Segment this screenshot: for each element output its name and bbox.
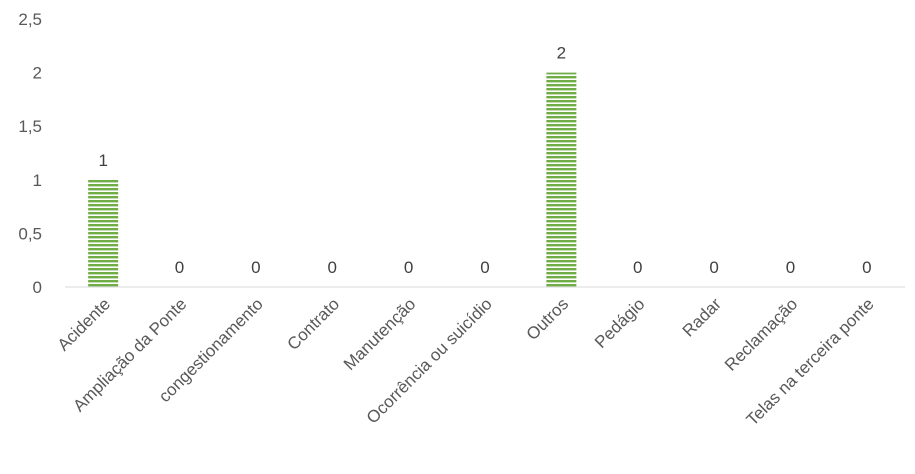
x-tick-label: Reclamação (721, 294, 801, 374)
y-tick-label: 0 (33, 278, 42, 297)
y-tick-label: 2 (33, 64, 42, 83)
data-label: 0 (251, 258, 260, 277)
x-tick-label: Telas na terceira ponte (743, 294, 878, 429)
data-label: 0 (862, 258, 871, 277)
data-label: 0 (328, 258, 337, 277)
bar (546, 73, 576, 287)
x-tick-label: Ocorrência ou suicídio (363, 294, 496, 427)
data-labels: 1 0 0 0 0 0 2 0 0 0 0 (98, 44, 871, 277)
y-tick-label: 1 (33, 171, 42, 190)
data-label: 0 (786, 258, 795, 277)
data-label: 0 (175, 258, 184, 277)
bars (88, 73, 576, 287)
x-tick-label: Outros (523, 294, 573, 344)
y-tick-label: 0,5 (18, 224, 42, 243)
data-label: 1 (98, 151, 107, 170)
y-tick-label: 1,5 (18, 117, 42, 136)
data-label: 0 (633, 258, 642, 277)
bar (88, 180, 118, 287)
data-label: 0 (709, 258, 718, 277)
data-label: 0 (404, 258, 413, 277)
data-label: 0 (480, 258, 489, 277)
x-tick-label: Contrato (284, 294, 344, 354)
x-tick-label: Radar (679, 294, 725, 340)
x-tick-label: Acidente (54, 294, 114, 354)
y-axis: 0 0,5 1 1,5 2 2,5 (18, 10, 42, 297)
x-tick-label: Pedágio (591, 294, 649, 352)
data-label: 2 (557, 44, 566, 63)
y-tick-label: 2,5 (18, 10, 42, 29)
x-tick-label: Manutenção (340, 294, 420, 374)
